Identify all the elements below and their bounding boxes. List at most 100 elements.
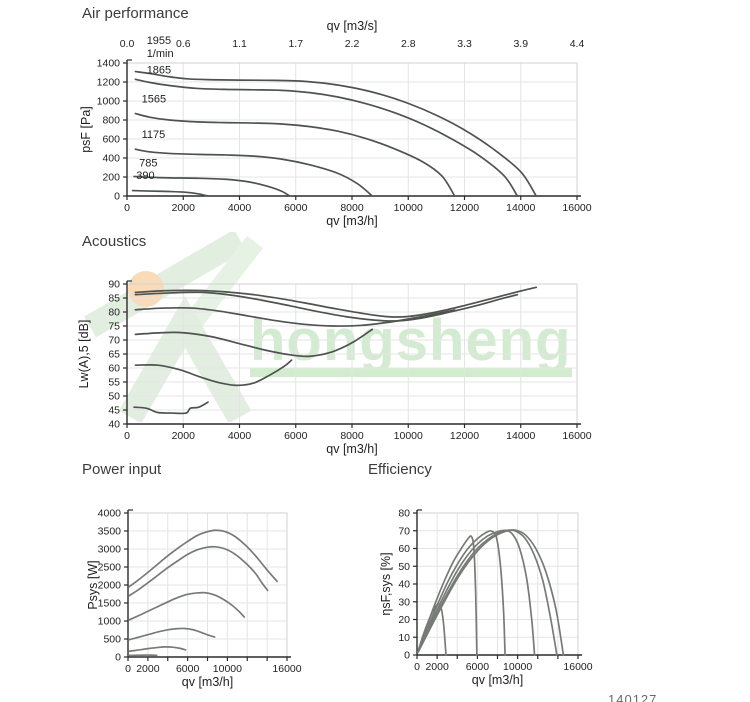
svg-text:16000: 16000 (562, 202, 591, 214)
svg-text:14000: 14000 (506, 430, 535, 442)
svg-text:1000: 1000 (98, 616, 122, 628)
acoustics-chart: 40 45 50 55 60 65 70 75 80 85 90 0 2000 4000 6000 8000 1… (77, 279, 592, 457)
footer-code: 140127 (608, 692, 658, 702)
svg-text:0.6: 0.6 (176, 38, 191, 50)
svg-text:qv [m3/h]: qv [m3/h] (326, 442, 377, 456)
svg-text:30: 30 (398, 596, 410, 608)
svg-text:Psys [W]: Psys [W] (86, 560, 100, 609)
svg-text:ηsF,sys [%]: ηsF,sys [%] (379, 552, 393, 615)
svg-text:4000: 4000 (228, 202, 252, 214)
svg-text:60: 60 (398, 543, 410, 555)
svg-text:55: 55 (108, 377, 120, 389)
svg-text:1000: 1000 (97, 96, 121, 108)
svg-text:psF [Pa]: psF [Pa] (79, 106, 93, 153)
svg-text:1200: 1200 (97, 77, 121, 89)
svg-text:10000: 10000 (394, 430, 423, 442)
svg-text:1500: 1500 (98, 598, 122, 610)
svg-text:16000: 16000 (562, 430, 591, 442)
svg-text:50: 50 (398, 561, 410, 573)
svg-text:1955: 1955 (147, 35, 171, 47)
svg-text:16000: 16000 (563, 661, 592, 673)
acoustics-title: Acoustics (82, 233, 147, 250)
leaf-chevron-shape (118, 296, 252, 422)
svg-text:qv [m3/s]: qv [m3/s] (327, 19, 378, 33)
svg-text:0: 0 (114, 191, 120, 203)
svg-text:75: 75 (108, 321, 120, 333)
svg-text:6000: 6000 (284, 430, 308, 442)
svg-text:10000: 10000 (213, 663, 242, 675)
svg-text:4000: 4000 (98, 508, 122, 520)
svg-text:4000: 4000 (228, 430, 252, 442)
svg-text:3500: 3500 (98, 526, 122, 538)
svg-text:6000: 6000 (284, 202, 308, 214)
svg-text:2000: 2000 (136, 663, 160, 675)
svg-text:50: 50 (108, 391, 120, 403)
svg-text:200: 200 (102, 172, 120, 184)
svg-text:390: 390 (136, 170, 154, 182)
svg-text:0.0: 0.0 (120, 38, 135, 50)
svg-text:8000: 8000 (340, 430, 364, 442)
svg-text:16000: 16000 (272, 663, 301, 675)
efficiency-title: Efficiency (368, 461, 432, 478)
svg-text:12000: 12000 (450, 202, 479, 214)
power-input-title: Power input (82, 461, 162, 478)
svg-text:4.4: 4.4 (570, 38, 585, 50)
svg-text:65: 65 (108, 349, 120, 361)
efficiency-chart: 0 10 20 30 40 50 60 70 80 0 2000 6000 10000 16000 qv [… (379, 508, 593, 688)
svg-text:3.9: 3.9 (513, 38, 528, 50)
svg-text:3.3: 3.3 (457, 38, 472, 50)
svg-text:2000: 2000 (425, 661, 449, 673)
svg-text:12000: 12000 (450, 430, 479, 442)
svg-text:785: 785 (139, 158, 157, 170)
svg-text:500: 500 (103, 634, 121, 646)
svg-text:10000: 10000 (394, 202, 423, 214)
svg-text:1.7: 1.7 (288, 38, 303, 50)
svg-text:60: 60 (108, 363, 120, 375)
svg-text:2500: 2500 (98, 562, 122, 574)
svg-text:2000: 2000 (172, 202, 196, 214)
svg-text:2000: 2000 (98, 580, 122, 592)
svg-text:2.8: 2.8 (401, 38, 416, 50)
svg-text:1/min: 1/min (147, 48, 174, 60)
svg-text:2.2: 2.2 (345, 38, 360, 50)
svg-text:85: 85 (108, 293, 120, 305)
svg-text:45: 45 (108, 405, 120, 417)
svg-text:0: 0 (125, 663, 131, 675)
svg-text:1865: 1865 (147, 64, 171, 76)
svg-text:14000: 14000 (506, 202, 535, 214)
svg-text:600: 600 (102, 134, 120, 146)
svg-text:qv [m3/h]: qv [m3/h] (326, 214, 377, 228)
svg-text:20: 20 (398, 614, 410, 626)
svg-text:8000: 8000 (340, 202, 364, 214)
svg-text:400: 400 (102, 153, 120, 165)
svg-text:80: 80 (398, 508, 410, 520)
svg-text:0: 0 (124, 202, 130, 214)
svg-text:70: 70 (108, 335, 120, 347)
svg-text:10: 10 (398, 632, 410, 644)
svg-text:6000: 6000 (176, 663, 200, 675)
watermark-underline (250, 368, 572, 377)
svg-text:qv [m3/h]: qv [m3/h] (182, 675, 233, 689)
svg-text:0: 0 (404, 650, 410, 662)
svg-text:10000: 10000 (503, 661, 532, 673)
svg-text:0: 0 (115, 652, 121, 664)
power-input-chart: 0 500 1000 1500 2000 2500 3000 3500 4000 0 2000 600… (86, 508, 302, 690)
svg-text:6000: 6000 (466, 661, 490, 673)
svg-text:90: 90 (108, 279, 120, 291)
svg-text:1175: 1175 (142, 129, 166, 141)
svg-text:0: 0 (414, 661, 420, 673)
svg-text:1400: 1400 (97, 58, 121, 70)
svg-text:800: 800 (102, 115, 120, 127)
svg-text:1565: 1565 (142, 93, 166, 105)
air-performance-title: Air performance (82, 5, 189, 22)
svg-text:40: 40 (398, 579, 410, 591)
svg-text:40: 40 (108, 419, 120, 431)
svg-text:Lw(A),5 [dB]: Lw(A),5 [dB] (77, 320, 91, 389)
svg-text:0: 0 (124, 430, 130, 442)
svg-text:qv [m3/h]: qv [m3/h] (472, 673, 523, 687)
svg-text:70: 70 (398, 525, 410, 537)
svg-text:80: 80 (108, 307, 120, 319)
svg-text:2000: 2000 (172, 430, 196, 442)
